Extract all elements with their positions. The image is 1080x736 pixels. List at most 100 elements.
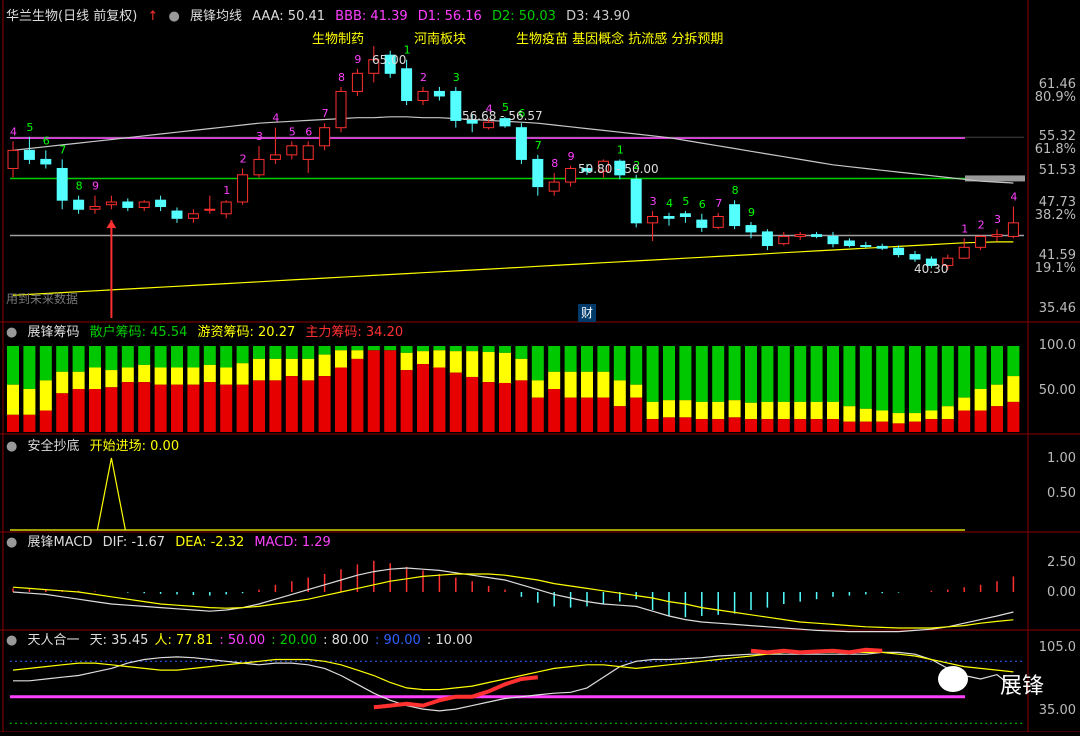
- ren-value: 人: 77.81: [154, 633, 214, 648]
- chip-main-bar: [7, 414, 19, 432]
- chip-retail-bar: [531, 346, 544, 381]
- chip-retail-bar: [105, 346, 118, 371]
- l90-value: : 90.00: [375, 633, 421, 648]
- chip-retail-bar: [400, 346, 413, 353]
- chip-retail-bar: [679, 346, 692, 401]
- financial-report-marker[interactable]: 财: [578, 304, 597, 322]
- chip-main-bar: [564, 397, 577, 432]
- chip-main-bar: [433, 367, 446, 432]
- chip-hot-bar: [876, 410, 889, 422]
- buy-signal-arrowhead: [106, 220, 117, 229]
- chip-retail-bar: [663, 346, 675, 401]
- chip-hot-bar: [7, 384, 19, 415]
- candle-body: [286, 145, 298, 156]
- indicator-name[interactable]: 展锋均线: [189, 9, 242, 24]
- chip-main-bar: [531, 397, 544, 432]
- td-count-label: 6: [518, 107, 525, 120]
- l10-value: : 10.00: [426, 633, 473, 648]
- candle-body: [122, 201, 134, 208]
- td-count-label: 2: [633, 159, 640, 172]
- candle-body: [319, 127, 331, 147]
- chip-hot-bar: [203, 364, 216, 383]
- chip-main-bar: [236, 384, 249, 432]
- stock-title[interactable]: 华兰生物(日线 前复权): [6, 9, 138, 24]
- chip-retail-bar: [941, 346, 954, 407]
- chip-main-bar: [925, 419, 938, 432]
- bottom-title[interactable]: 安全抄底: [27, 439, 80, 454]
- chip-main-bar: [597, 397, 610, 432]
- chip-hot-bar: [843, 406, 856, 422]
- candle-body: [614, 160, 626, 176]
- chip-main-bar: [105, 387, 118, 432]
- td-count-label: 4: [10, 125, 17, 138]
- chip-main-bar: [794, 419, 807, 432]
- chip-hot-bar: [581, 371, 593, 398]
- dea-value: DEA: -2.32: [175, 535, 245, 550]
- chip-hot-bar: [728, 400, 741, 418]
- chip-retail-bar: [7, 346, 19, 385]
- candle-body: [581, 167, 593, 172]
- trh-title[interactable]: 天人合一: [27, 633, 80, 648]
- chip-hot-bar: [236, 363, 249, 385]
- td-count-label: 3: [994, 213, 1001, 226]
- macd-collapse-icon[interactable]: ●: [6, 535, 18, 550]
- macd-title[interactable]: 展锋MACD: [27, 535, 93, 550]
- chip-retail-bar: [548, 346, 561, 372]
- price-label-range2: 50.80 - 50.00: [578, 162, 659, 176]
- main-panel-header: 华兰生物(日线 前复权) ↑ ● 展锋均线 AAA: 50.41 BBB: 41…: [6, 8, 636, 26]
- d1-value: D1: 56.16: [417, 9, 482, 24]
- chip-hot-bar: [171, 367, 183, 385]
- td-count-label: 5: [289, 125, 296, 138]
- chip-title[interactable]: 展锋筹码: [27, 325, 80, 340]
- retail-chip-value: 散户筹码: 45.54: [89, 325, 188, 340]
- chip-main-bar: [384, 350, 397, 432]
- candle-body: [696, 219, 708, 228]
- bottom-collapse-icon[interactable]: ●: [6, 439, 18, 454]
- macd-panel-header: ● 展锋MACD DIF: -1.67 DEA: -2.32 MACD: 1.2…: [6, 534, 337, 552]
- candle-body: [958, 246, 970, 259]
- td-count-label: 6: [305, 125, 312, 138]
- candle-body: [155, 199, 167, 208]
- chip-collapse-icon[interactable]: ●: [6, 325, 18, 340]
- trh-y-tick: 105.0: [1038, 640, 1076, 655]
- candle-body: [40, 158, 52, 165]
- chip-main-bar: [154, 384, 167, 432]
- chip-hot-bar: [941, 406, 954, 420]
- candle-body: [647, 216, 659, 224]
- chip-retail-bar: [482, 346, 495, 353]
- chip-hot-bar: [154, 367, 167, 385]
- chip-main-bar: [777, 419, 790, 432]
- chip-hot-bar: [597, 371, 610, 398]
- collapse-icon[interactable]: ●: [168, 9, 180, 24]
- chip-hot-bar: [335, 350, 347, 368]
- chip-retail-bar: [991, 346, 1003, 385]
- chip-main-bar: [56, 393, 69, 432]
- chip-retail-bar: [876, 346, 889, 411]
- annotation-concepts: 生物疫苗 基因概念 抗流感 分拆预期: [516, 32, 724, 47]
- strong-signal-line: [373, 647, 883, 710]
- chip-main-bar: [909, 421, 921, 432]
- chip-retail-bar: [367, 346, 380, 351]
- chip-retail-bar: [777, 346, 790, 402]
- y-tick: 61.8%: [1034, 142, 1076, 157]
- chip-retail-bar: [712, 346, 725, 402]
- chip-main-bar: [400, 370, 413, 432]
- candle-body: [991, 234, 1003, 237]
- chip-retail-bar: [597, 346, 610, 372]
- td-count-label: 5: [502, 101, 509, 114]
- hot-chip-value: 游资筹码: 20.27: [197, 325, 296, 340]
- chip-retail-bar: [417, 346, 429, 352]
- trh-collapse-icon[interactable]: ●: [6, 633, 18, 648]
- y-tick: 55.32: [1038, 129, 1076, 144]
- chip-retail-bar: [449, 346, 462, 352]
- chip-hot-bar: [958, 397, 971, 411]
- chip-main-bar: [417, 364, 429, 432]
- candle-body: [368, 59, 380, 74]
- chip-main-bar: [646, 419, 659, 432]
- chip-hot-bar: [630, 384, 643, 398]
- candle-body: [729, 204, 741, 227]
- annotation-henan: 河南板块: [414, 32, 467, 47]
- candle-body: [302, 145, 314, 160]
- candle-body: [745, 225, 757, 233]
- chip-main-bar: [203, 382, 216, 432]
